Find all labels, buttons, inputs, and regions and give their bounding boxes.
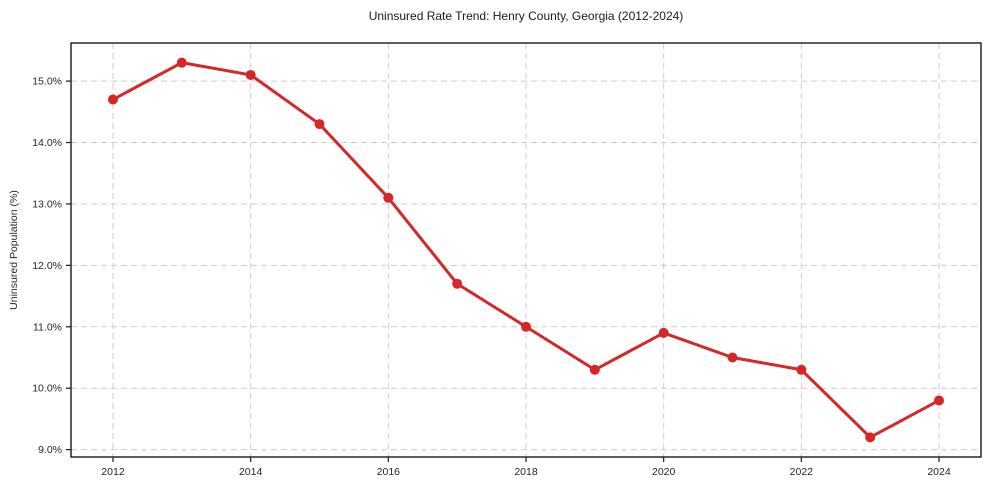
x-tick-label: 2012 [101,466,125,478]
data-point [865,432,876,443]
x-tick-label: 2014 [239,466,263,478]
data-point [383,192,394,203]
y-tick-label: 15.0% [32,76,62,88]
data-point [796,364,807,375]
y-tick-label: 9.0% [38,444,62,456]
y-tick-label: 11.0% [33,321,62,333]
y-tick-label: 12.0% [32,260,62,272]
y-tick-label: 13.0% [32,198,62,210]
data-point [245,69,256,80]
x-tick-label: 2020 [652,466,676,478]
data-point [107,94,118,105]
data-point [589,364,600,375]
data-point [314,119,325,130]
data-point [658,327,669,338]
x-tick-label: 2016 [377,466,401,478]
data-point [176,57,187,68]
y-tick-label: 10.0% [32,383,62,395]
x-tick-label: 2024 [927,466,951,478]
x-tick-label: 2018 [514,466,538,478]
data-point [727,352,738,363]
y-tick-label: 14.0% [32,137,62,149]
x-tick-label: 2022 [790,466,814,478]
chart-title: Uninsured Rate Trend: Henry County, Geor… [368,9,684,23]
data-point [452,278,463,289]
data-point [521,321,531,332]
data-point [934,395,945,406]
